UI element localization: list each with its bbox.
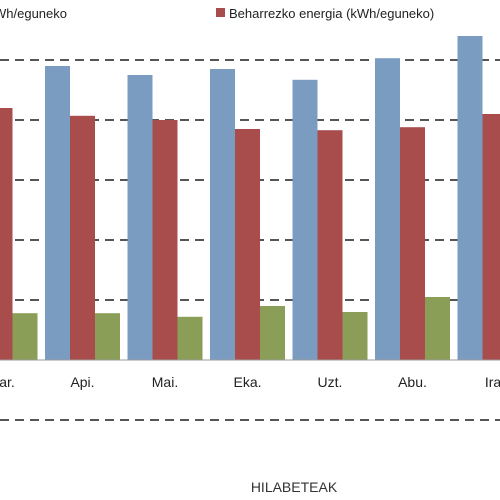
x-tick-label-Abu.: Abu.: [398, 374, 427, 390]
bar-series1-Eka.: [210, 69, 235, 360]
bar-series1-Mai.: [127, 75, 153, 360]
bar-series1-Uzt.: [292, 79, 318, 361]
legend-entry-2-label: Beharrezko energia (kWh/eguneko): [229, 6, 434, 21]
bar-series3-Abu.: [425, 297, 450, 360]
x-tick-label-Ira.: Ira.: [485, 374, 500, 390]
x-tick-label-Mai.: Mai.: [152, 374, 178, 390]
x-tick-label-Eka.: Eka.: [233, 374, 261, 390]
bar-series2-Mar.: [0, 108, 13, 360]
x-tick-labels: ar. Api. Mai. Eka. Uzt. Abu. Ira.: [0, 374, 500, 390]
bar-series3-Mai.: [177, 316, 203, 360]
bar-series3-Mar.: [12, 313, 38, 360]
bar-series2-Uzt.: [317, 130, 343, 360]
bar-series2-Eka.: [235, 129, 260, 360]
bar-series2-Abu.: [400, 127, 425, 360]
bars: [0, 36, 500, 361]
bar-series3-Uzt.: [342, 312, 368, 360]
legend-entry-1-label: Wh/eguneko: [0, 6, 67, 21]
legend-entry-2-swatch: [216, 8, 225, 17]
bar-series3-Api.: [95, 313, 120, 360]
bar-series1-Abu.: [375, 58, 400, 360]
x-tick-label-Mar.: ar.: [0, 374, 15, 390]
x-axis-title: HILABETEAK: [251, 479, 338, 495]
x-tick-label-Uzt.: Uzt.: [318, 374, 343, 390]
bar-series1-Ira.: [457, 36, 483, 360]
x-tick-label-Api.: Api.: [70, 374, 94, 390]
legend: Wh/eguneko Beharrezko energia (kWh/egune…: [0, 6, 434, 21]
bar-series2-Api.: [70, 115, 95, 360]
bar-series1-Api.: [45, 66, 70, 360]
bar-series3-Eka.: [260, 306, 285, 360]
bar-series2-Ira.: [482, 114, 500, 360]
bar-series2-Mai.: [152, 120, 178, 360]
